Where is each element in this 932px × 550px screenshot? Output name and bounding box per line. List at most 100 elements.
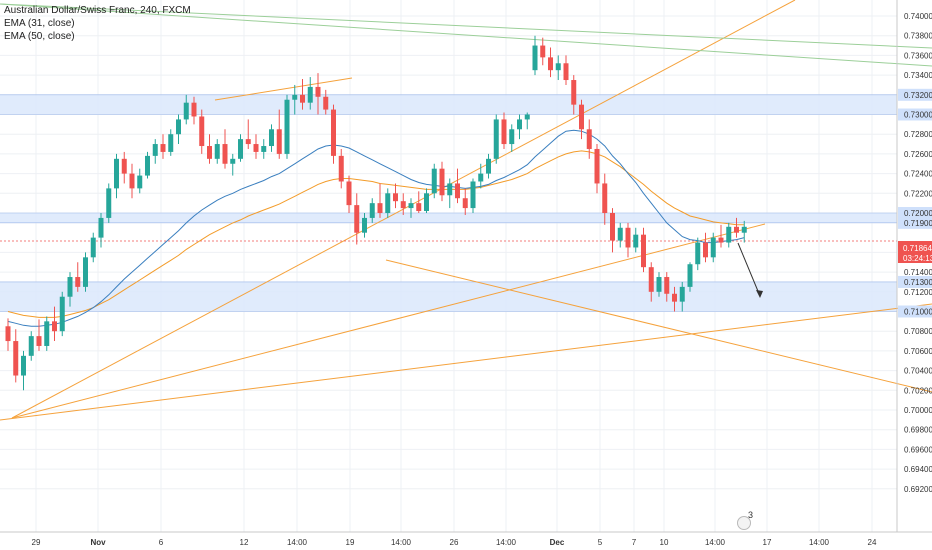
candle — [292, 84, 298, 115]
y-tick-label: 0.73000 — [904, 111, 932, 120]
x-tick-label: 14:00 — [287, 538, 308, 547]
x-tick-label: 10 — [660, 538, 669, 547]
candle-body — [238, 139, 243, 159]
candle-body — [199, 116, 205, 147]
candle — [28, 331, 34, 361]
candle — [501, 112, 507, 149]
candle-body — [245, 139, 251, 145]
candle — [524, 112, 530, 130]
candle-body — [315, 86, 321, 97]
candle-body — [501, 119, 507, 145]
candle — [13, 329, 19, 383]
candle-body — [656, 277, 662, 292]
candle — [83, 252, 88, 292]
candle-body — [571, 80, 577, 105]
candle — [532, 35, 538, 76]
candle-body — [602, 183, 608, 213]
candle — [176, 114, 181, 145]
candle — [641, 227, 646, 273]
x-tick-label: 17 — [763, 538, 772, 547]
y-tick-label: 0.73200 — [904, 91, 932, 100]
candle — [160, 134, 166, 159]
candle-body — [354, 205, 360, 233]
trend-line — [385, 259, 932, 393]
candle — [594, 144, 600, 194]
candle-body — [734, 226, 739, 233]
candle — [44, 316, 50, 351]
x-tick-label: 14:00 — [496, 538, 517, 547]
symbol-title: Australian Dollar/Swiss Franc, 240, FXCM — [4, 5, 191, 16]
candle — [323, 89, 329, 115]
candle-body — [741, 226, 747, 233]
candle — [687, 262, 693, 292]
x-tick-label: 12 — [240, 538, 249, 547]
candle — [734, 217, 739, 238]
candle-body — [121, 158, 127, 174]
ema31-line — [7, 129, 745, 327]
y-label-highlight — [898, 216, 932, 229]
x-tick-labels: 29 Nov 6 12 14:00 19 14:00 26 14:00 Dec 5 7 10 14:00 1… — [32, 538, 877, 547]
zone-band — [0, 213, 897, 223]
candle-body — [323, 96, 329, 110]
candle-body — [13, 341, 19, 376]
candle-body — [710, 237, 716, 258]
candle — [90, 232, 96, 263]
candle — [493, 114, 499, 164]
y-tick-label: 0.70600 — [904, 347, 932, 356]
candle-body — [284, 99, 290, 154]
candle-body — [540, 45, 546, 58]
candle — [377, 183, 383, 218]
y-tick-label: 0.70000 — [904, 406, 932, 415]
candle — [59, 291, 65, 337]
candle — [121, 151, 127, 184]
candle — [183, 94, 189, 125]
candle-body — [331, 109, 336, 156]
candle — [664, 272, 670, 302]
candle — [106, 183, 112, 223]
tradingview-logo-icon[interactable]: 3 — [737, 510, 753, 530]
y-label-highlight — [898, 88, 932, 101]
candle — [540, 37, 546, 66]
candle — [509, 124, 515, 152]
trend-line — [0, 3, 932, 67]
candle-body — [555, 63, 561, 71]
candle-body — [625, 227, 631, 248]
grid — [0, 0, 897, 532]
candle-body — [137, 175, 143, 189]
y-label-highlight — [898, 305, 932, 318]
candle — [462, 188, 468, 215]
y-label-highlight — [898, 275, 932, 288]
y-tick-label: 0.69800 — [904, 426, 932, 435]
y-tick-label: 0.70400 — [904, 367, 932, 376]
y-tick-label: 0.71400 — [904, 268, 932, 277]
y-label-highlight — [898, 207, 932, 219]
candle-body — [478, 173, 484, 182]
candle-body — [36, 336, 42, 346]
candle-body — [416, 203, 422, 212]
trend-line — [11, 223, 766, 419]
candle-body — [718, 237, 724, 243]
candle — [129, 163, 135, 199]
candle-body — [687, 264, 693, 287]
y-tick-label: 0.71300 — [904, 278, 932, 287]
candle-body — [408, 203, 414, 209]
candle — [478, 163, 484, 189]
candle-body — [447, 183, 453, 196]
candle — [36, 319, 42, 351]
y-tick-label: 0.71200 — [904, 288, 932, 297]
candle — [718, 224, 724, 248]
candle-body — [59, 296, 65, 332]
candle-body — [424, 193, 429, 212]
candle — [331, 104, 336, 164]
candle — [455, 168, 460, 204]
candle — [21, 350, 26, 391]
candle-body — [106, 188, 112, 218]
logo-badge: 3 — [748, 510, 754, 520]
candle — [393, 183, 398, 209]
candle-body — [300, 94, 305, 103]
candle-body — [439, 168, 445, 196]
candle — [617, 222, 623, 248]
ema31-legend: EMA (31, close) — [4, 18, 75, 29]
x-tick-label: 24 — [868, 538, 877, 547]
